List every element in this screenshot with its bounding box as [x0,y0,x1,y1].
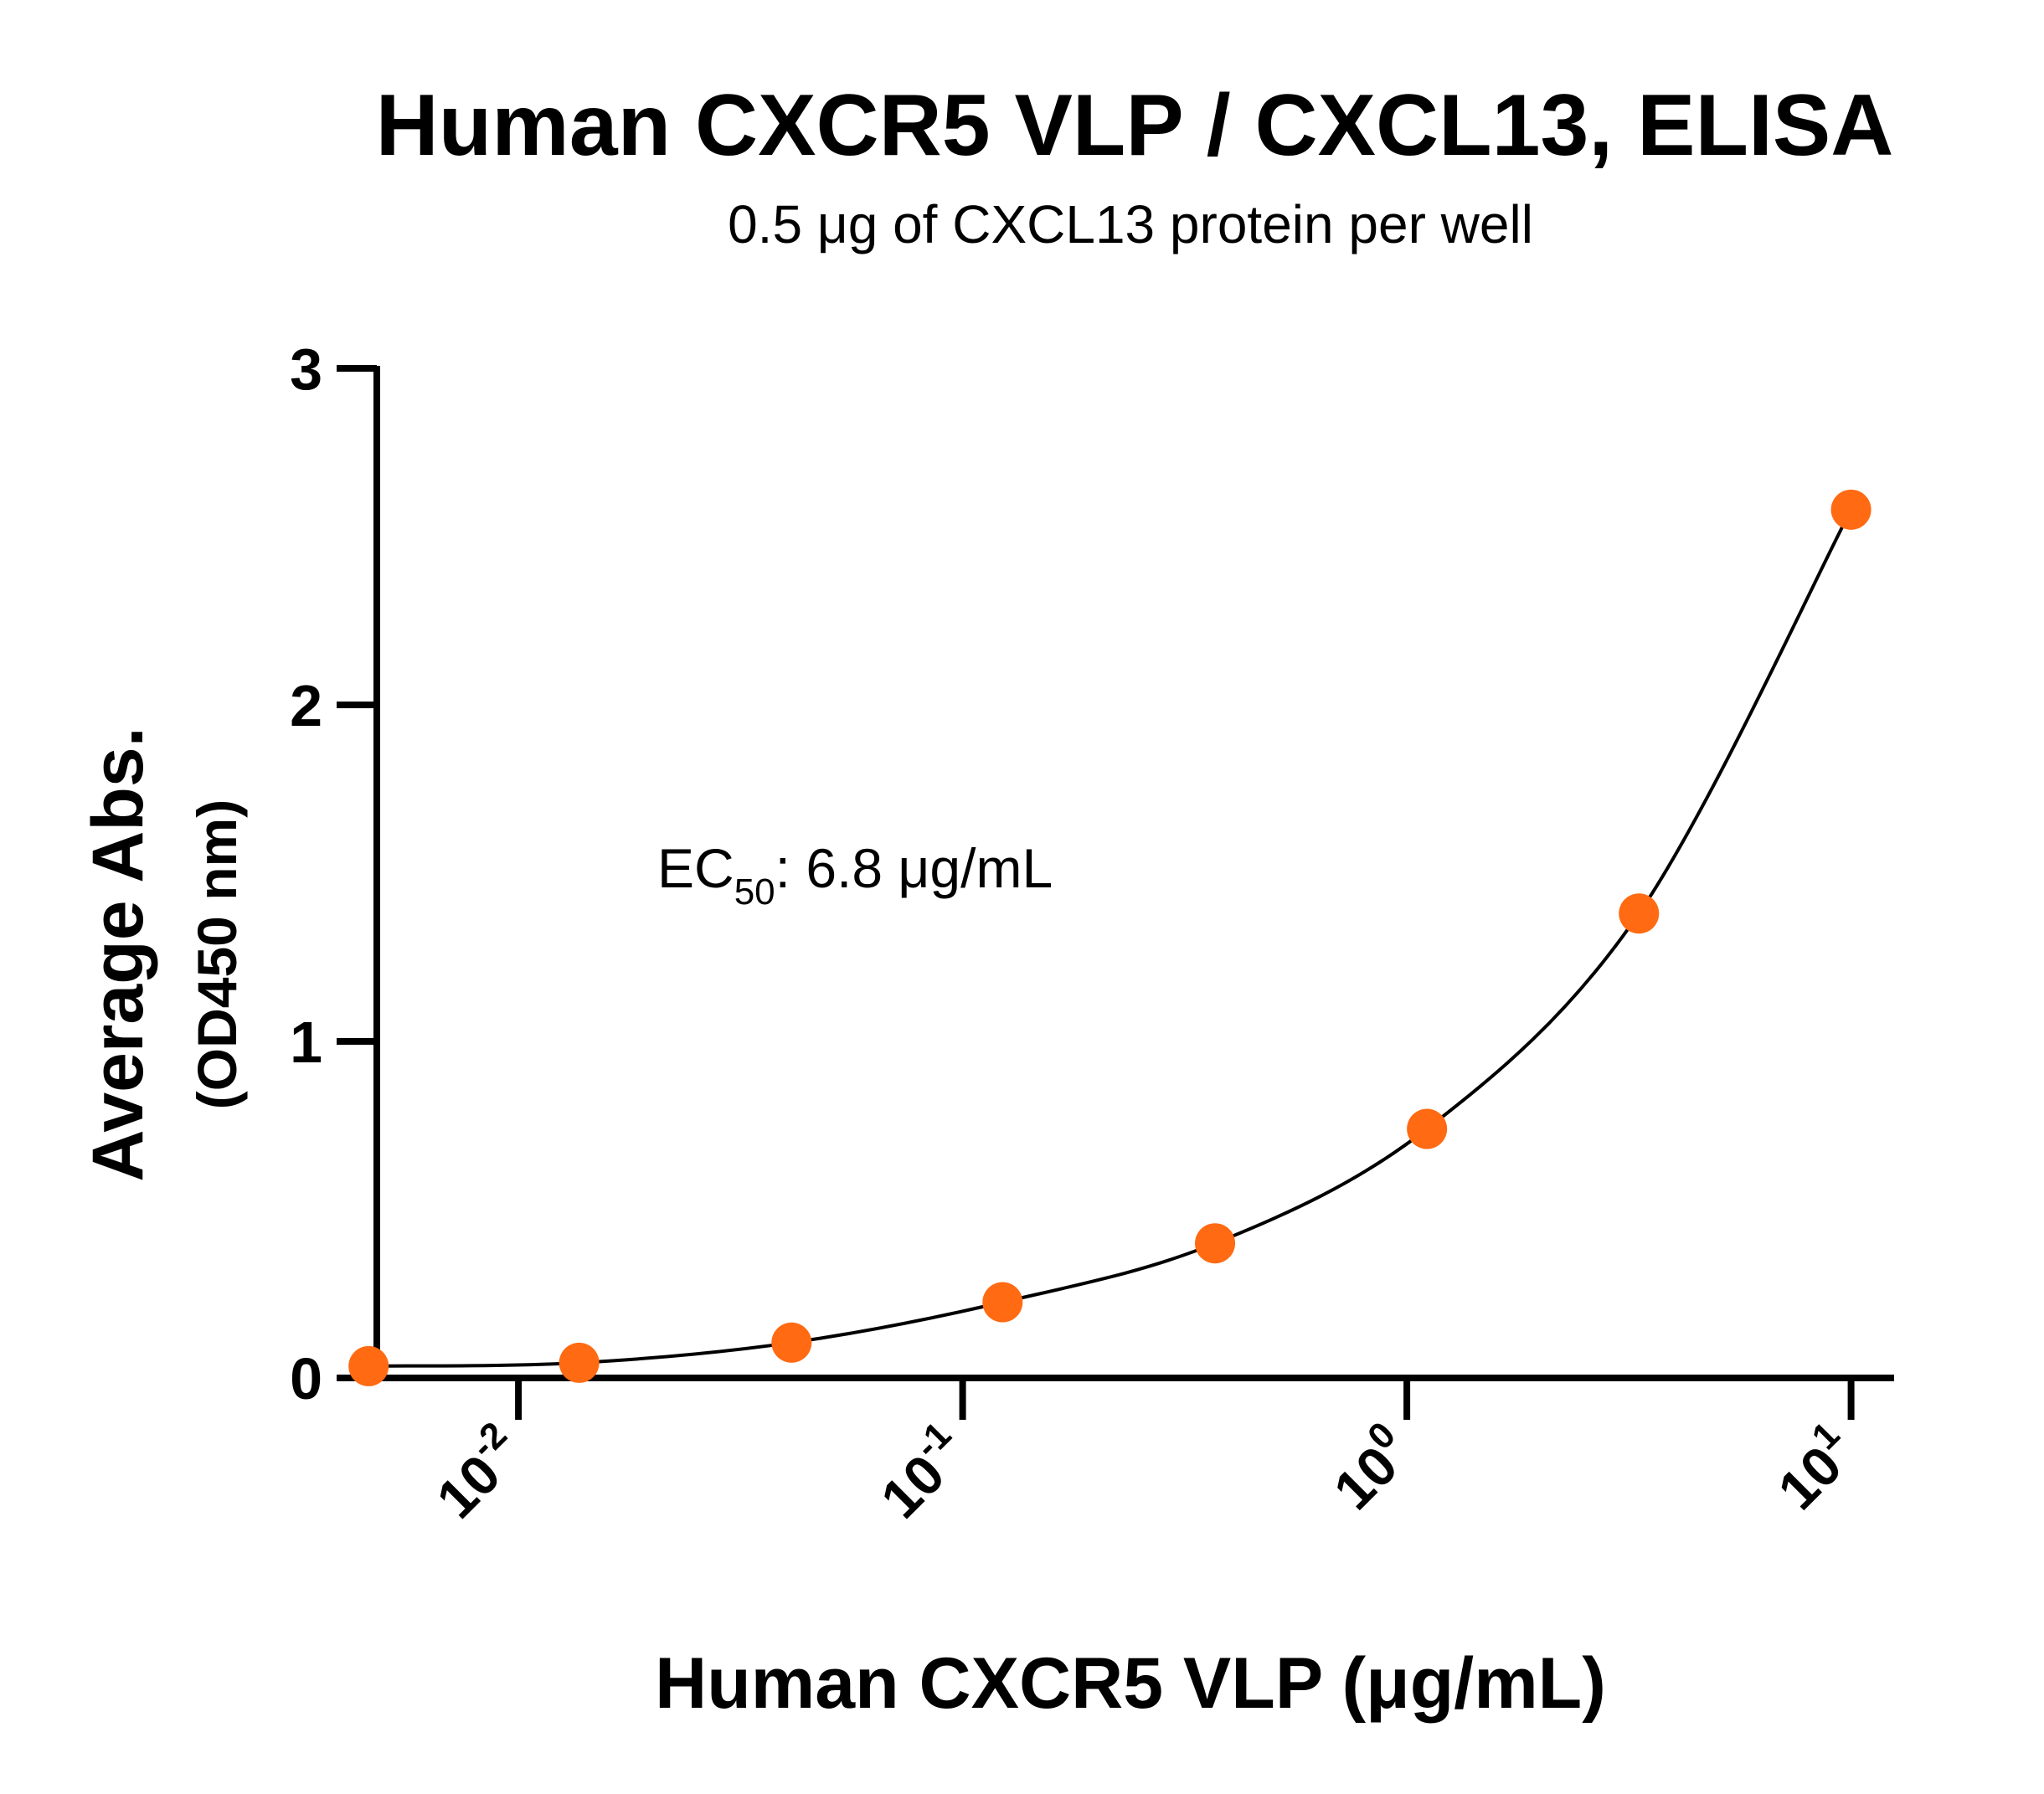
data-point [559,1342,600,1383]
ec50-subscript: 50 [734,871,775,912]
y-axis-label: Average Abs. [78,727,158,1181]
ec50-prefix: EC [657,837,734,899]
x-tick-label: 100 [1316,1414,1424,1521]
y-tick-label: 2 [290,673,322,738]
chart-title: Human CXCR5 VLP / CXCL13, ELISA [376,77,1894,174]
data-point [771,1322,812,1363]
y-ticks: 0 1 2 3 [290,337,377,1411]
x-axis-label: Human CXCR5 VLP (μg/mL) [655,1643,1606,1724]
fit-curve [368,508,1853,1368]
data-point [1195,1223,1236,1264]
x-tick-label: 10-1 [863,1414,979,1529]
chart-subtitle: 0.5 μg of CXCL13 protein per well [728,194,1533,254]
y-tick-label: 3 [290,337,322,402]
data-point [1407,1108,1448,1149]
x-tick-label: 10-2 [420,1414,535,1529]
data-point [1619,893,1660,934]
data-point [348,1345,389,1386]
y-axis-label-units: (OD450 nm) [186,799,248,1109]
ec50-annotation: EC50: 6.8 μg/mL [657,837,1053,912]
data-point [982,1282,1023,1323]
data-points [348,489,1872,1386]
ec50-value: : 6.8 μg/mL [775,837,1053,899]
x-ticks: 10-2 10-1 100 101 [420,1378,1868,1529]
x-tick-label: 101 [1761,1414,1868,1521]
axes [373,366,1894,1381]
y-tick-label: 0 [290,1346,322,1411]
y-tick-label: 1 [290,1010,322,1075]
data-point [1830,489,1872,530]
